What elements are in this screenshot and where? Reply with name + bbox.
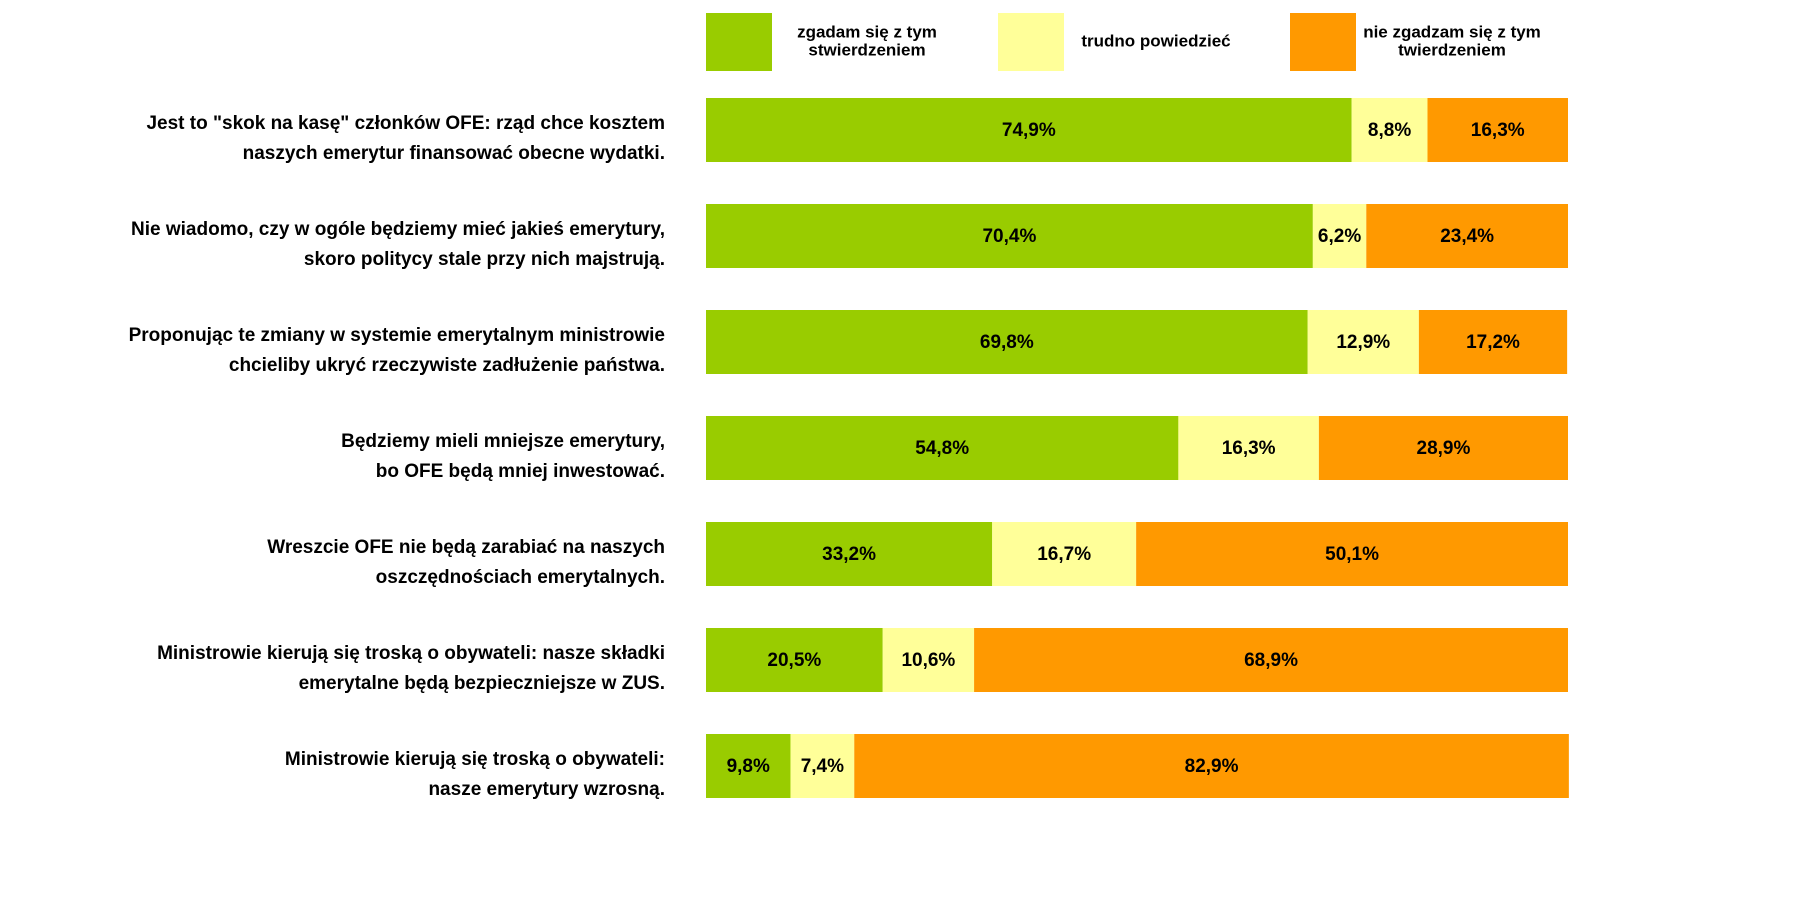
data-label: 16,7%	[1037, 544, 1091, 565]
bar-segment	[1418, 310, 1568, 374]
data-label: 20,5%	[767, 650, 821, 671]
category-label: Wreszcie OFE nie będą zarabiać na naszyc…	[267, 537, 665, 558]
category-label: skoro politycy stale przy nich majstrują…	[304, 249, 665, 270]
legend-swatch	[998, 13, 1064, 71]
bar-segment	[1312, 204, 1367, 268]
data-label: 33,2%	[822, 544, 876, 565]
category-label: Proponując te zmiany w systemie emerytal…	[129, 325, 665, 346]
category-label: bo OFE będą mniej inwestować.	[376, 461, 665, 482]
data-label: 74,9%	[1002, 120, 1056, 141]
data-label: 82,9%	[1185, 756, 1239, 777]
data-label: 16,3%	[1471, 120, 1525, 141]
bar-segment	[706, 416, 1179, 480]
legend-label: nie zgadzam się z tym	[1363, 22, 1541, 41]
data-label: 69,8%	[980, 332, 1034, 353]
bar-segment	[992, 522, 1137, 586]
data-label: 17,2%	[1466, 332, 1520, 353]
category-label: Będziemy mieli mniejsze emerytury,	[341, 431, 665, 452]
legend-label: zgadam się z tym	[797, 22, 937, 41]
data-label: 50,1%	[1325, 544, 1379, 565]
data-label: 8,8%	[1368, 120, 1411, 141]
bar-segment	[1427, 98, 1568, 162]
category-label: chcieliby ukryć rzeczywiste zadłużenie p…	[229, 355, 665, 376]
data-label: 12,9%	[1336, 332, 1390, 353]
legend-swatch	[706, 13, 772, 71]
data-label: 6,2%	[1318, 226, 1361, 247]
legend-swatch	[1290, 13, 1356, 71]
bar-segment	[1307, 310, 1419, 374]
bar-segment	[1318, 416, 1568, 480]
bar-segment	[854, 734, 1569, 798]
category-label: nasze emerytury wzrosną.	[428, 779, 665, 800]
bar-segment	[1351, 98, 1428, 162]
bar-segment	[706, 522, 993, 586]
data-label: 16,3%	[1222, 438, 1276, 459]
data-label: 54,8%	[915, 438, 969, 459]
bar-segment	[706, 628, 883, 692]
bar-segment	[790, 734, 855, 798]
data-label: 23,4%	[1440, 226, 1494, 247]
data-label: 7,4%	[801, 756, 844, 777]
category-label: Nie wiadomo, czy w ogóle będziemy mieć j…	[131, 219, 665, 240]
bar-segment	[974, 628, 1568, 692]
category-label: naszych emerytur finansować obecne wydat…	[243, 143, 665, 164]
data-label: 68,9%	[1244, 650, 1298, 671]
bar-segment	[882, 628, 975, 692]
category-label: Ministrowie kierują się troską o obywate…	[157, 643, 665, 664]
bar-segment	[1366, 204, 1568, 268]
bar-segment	[706, 204, 1313, 268]
legend-label: twierdzeniem	[1398, 40, 1506, 59]
data-label: 10,6%	[901, 650, 955, 671]
bar-segment	[706, 734, 791, 798]
data-label: 70,4%	[982, 226, 1036, 247]
bar-segment	[1136, 522, 1568, 586]
legend-label: trudno powiedzieć	[1081, 31, 1230, 50]
bar-segment	[706, 98, 1352, 162]
category-label: Jest to "skok na kasę" członków OFE: rzą…	[146, 113, 665, 134]
data-label: 9,8%	[727, 756, 770, 777]
category-label: oszczędnościach emerytalnych.	[376, 567, 665, 588]
category-label: Ministrowie kierują się troską o obywate…	[285, 749, 665, 770]
data-label: 28,9%	[1417, 438, 1471, 459]
bar-segment	[1178, 416, 1319, 480]
bar-segment	[706, 310, 1308, 374]
legend-label: stwierdzeniem	[808, 40, 925, 59]
category-label: emerytalne będą bezpieczniejsze w ZUS.	[299, 673, 665, 694]
